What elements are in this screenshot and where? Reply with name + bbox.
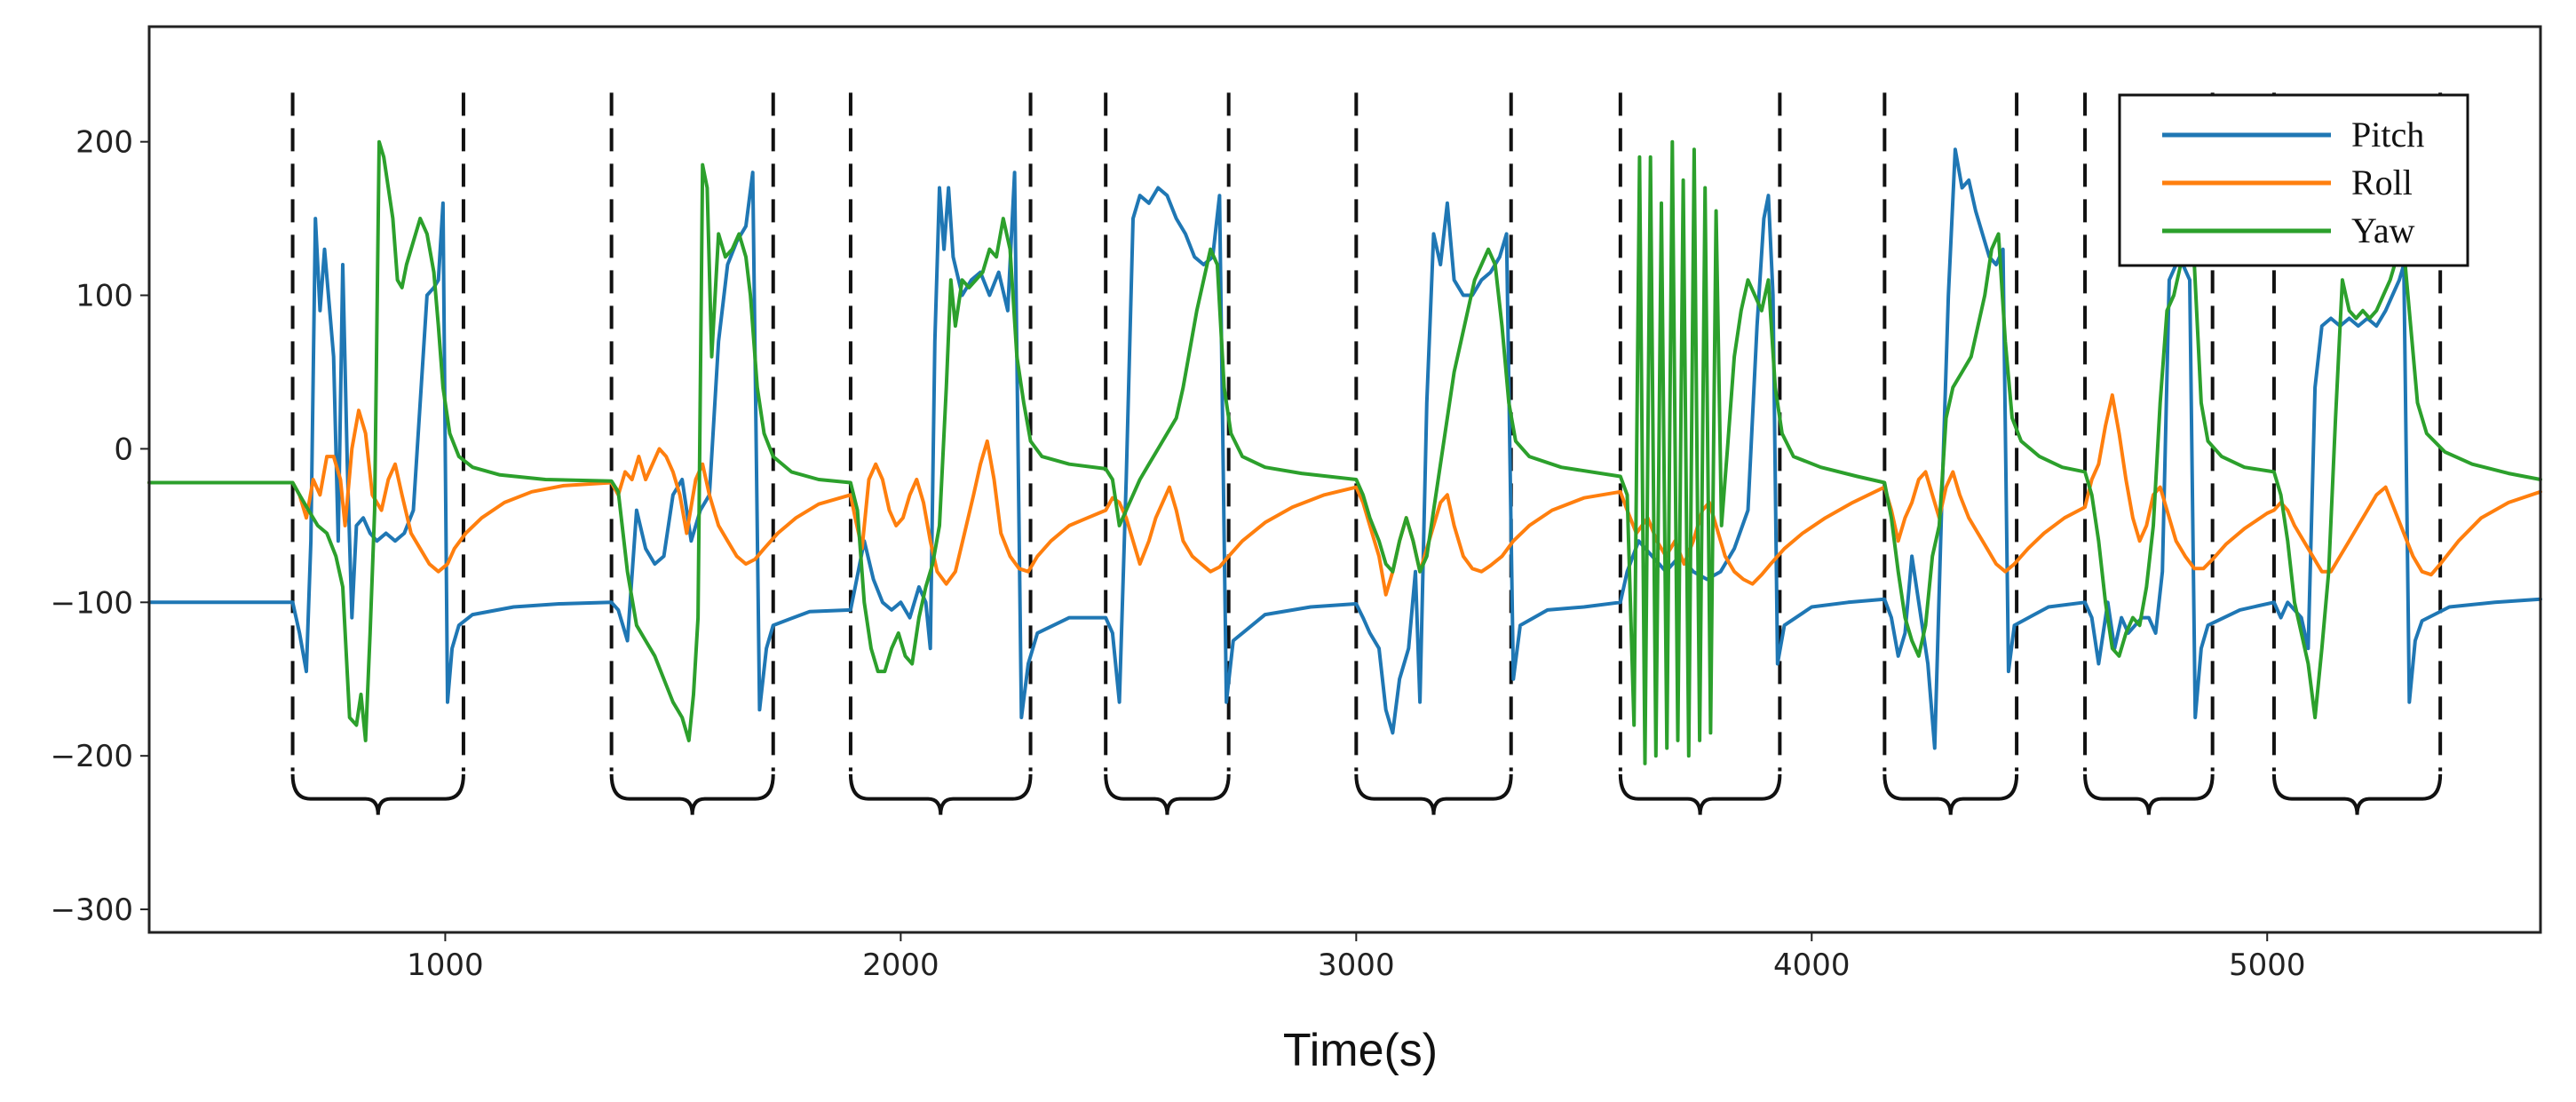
series-line-roll — [147, 392, 2542, 597]
y-tick-label: −200 — [51, 739, 133, 774]
segment-brace-1 — [290, 773, 465, 815]
series-line-pitch — [147, 147, 2542, 750]
legend-label-pitch: Pitch — [2351, 115, 2424, 155]
segment-brace-4 — [1104, 773, 1231, 815]
segment-brace-6 — [1618, 773, 1782, 815]
y-tick-label: −300 — [51, 892, 133, 928]
legend-label-yaw: Yaw — [2351, 210, 2415, 250]
legend: Pitch Roll Yaw — [2118, 93, 2469, 267]
segment-brace-5 — [1354, 773, 1513, 815]
x-tick-label: 2000 — [862, 947, 939, 983]
series-line-yaw — [147, 139, 2542, 765]
x-tick-label: 5000 — [2229, 947, 2306, 983]
y-tick-label: −100 — [51, 585, 133, 621]
segment-brace-9 — [2271, 773, 2443, 815]
segment-brace-2 — [609, 773, 775, 815]
x-tick-label: 3000 — [1318, 947, 1395, 983]
x-tick-label: 1000 — [407, 947, 484, 983]
segment-brace-3 — [848, 773, 1033, 815]
y-tick-label: 100 — [75, 279, 133, 314]
segment-brace-7 — [1882, 773, 2019, 815]
x-axis-label: Time(s) — [1283, 1025, 1438, 1076]
x-tick-label: 4000 — [1773, 947, 1851, 983]
y-tick-label: 0 — [114, 432, 133, 467]
legend-frame — [2118, 93, 2469, 267]
plot-frame — [147, 25, 2542, 934]
y-tick-label: 200 — [75, 125, 133, 161]
legend-label-roll: Roll — [2351, 163, 2413, 202]
segment-brace-8 — [2083, 773, 2215, 815]
